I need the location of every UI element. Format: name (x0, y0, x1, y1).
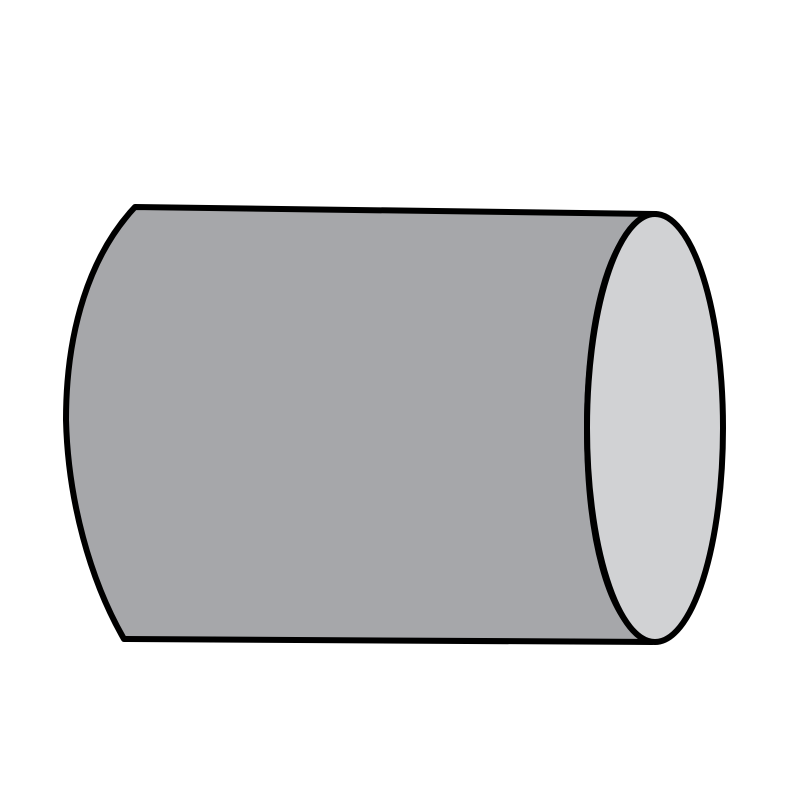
cylinder-body (63, 204, 659, 645)
cylinder-end-cap (584, 211, 726, 645)
